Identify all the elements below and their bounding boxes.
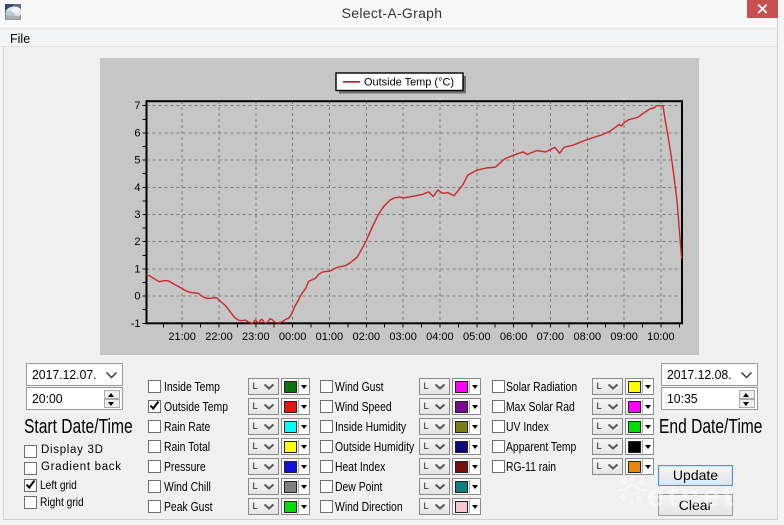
svg-text:6: 6 bbox=[134, 127, 140, 139]
svg-text:03:00: 03:00 bbox=[389, 331, 417, 343]
svg-text:5: 5 bbox=[134, 155, 140, 167]
svg-text:1: 1 bbox=[134, 263, 140, 275]
svg-text:06:00: 06:00 bbox=[500, 331, 528, 343]
svg-text:21:00: 21:00 bbox=[168, 331, 196, 343]
svg-text:04:00: 04:00 bbox=[426, 331, 454, 343]
svg-text:3: 3 bbox=[134, 209, 140, 221]
svg-text:01:00: 01:00 bbox=[316, 331, 344, 343]
svg-text:2: 2 bbox=[134, 236, 140, 248]
svg-text:07:00: 07:00 bbox=[537, 331, 565, 343]
svg-text:23:00: 23:00 bbox=[242, 331, 270, 343]
svg-text:00:00: 00:00 bbox=[279, 331, 307, 343]
svg-text:Outside Temp (°C): Outside Temp (°C) bbox=[364, 77, 454, 89]
svg-text:-1: -1 bbox=[131, 318, 141, 330]
svg-text:4: 4 bbox=[134, 182, 140, 194]
svg-text:05:00: 05:00 bbox=[463, 331, 491, 343]
svg-text:0: 0 bbox=[134, 291, 140, 303]
svg-text:09:00: 09:00 bbox=[610, 331, 638, 343]
svg-text:22:00: 22:00 bbox=[205, 331, 233, 343]
svg-text:08:00: 08:00 bbox=[574, 331, 602, 343]
svg-text:02:00: 02:00 bbox=[353, 331, 381, 343]
svg-text:7: 7 bbox=[134, 100, 140, 112]
svg-text:10:00: 10:00 bbox=[647, 331, 675, 343]
